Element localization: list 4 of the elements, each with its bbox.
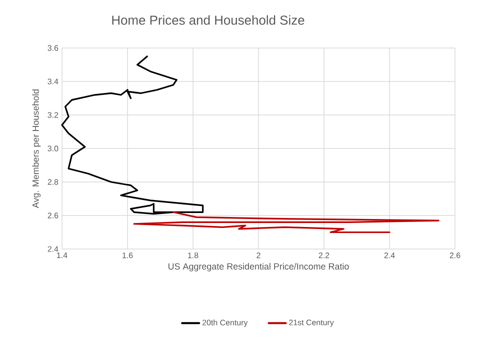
- y-axis-title: Avg. Members per Household: [32, 89, 41, 208]
- chart-title: Home Prices and Household Size: [112, 15, 304, 25]
- line-series: [61, 56, 204, 215]
- x-axis-title: US Aggregate Residential Price/Income Ratio: [168, 263, 349, 272]
